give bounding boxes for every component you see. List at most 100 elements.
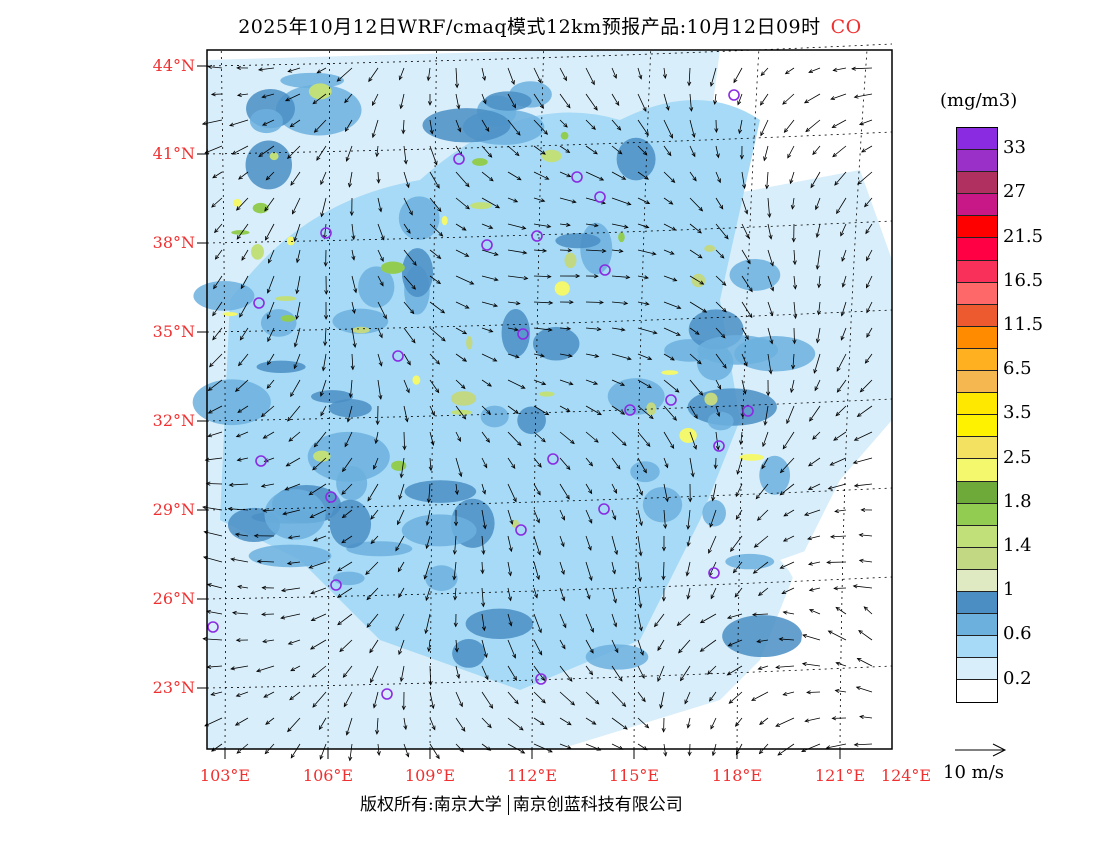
wind-arrow <box>427 639 432 653</box>
site-marker <box>392 350 404 362</box>
wind-arrow <box>585 431 599 443</box>
legend-label: 0.6 <box>1003 623 1032 645</box>
wind-arrow <box>757 587 769 597</box>
wind-arrow <box>309 509 327 518</box>
wind-arrow <box>836 379 847 393</box>
color-bar <box>956 127 998 704</box>
color-bar-swatch <box>957 525 997 548</box>
wind-arrow <box>713 457 718 470</box>
wind-arrow <box>611 405 626 415</box>
wind-arrow <box>756 639 769 644</box>
wind-arrow <box>687 67 692 87</box>
wind-arrow <box>833 586 847 591</box>
wind-arrow <box>559 300 574 305</box>
wind-arrow <box>741 171 747 190</box>
wind-arrow <box>370 665 379 684</box>
wind-arrow <box>533 248 548 253</box>
wind-arrow <box>395 613 405 632</box>
wind-arrow <box>611 93 620 106</box>
concentration-patch <box>398 196 440 240</box>
wind-arrow <box>861 145 873 153</box>
wind-arrow <box>781 587 795 595</box>
wind-arrow <box>287 405 301 422</box>
wind-arrow <box>637 301 650 306</box>
wind-arrow <box>453 509 459 527</box>
wind-arrow <box>370 535 379 545</box>
wind-arrow <box>266 301 275 320</box>
wind-arrow <box>339 639 353 653</box>
wind-arrow <box>238 171 249 180</box>
site-marker <box>481 239 493 251</box>
wind-arrow <box>585 561 593 582</box>
concentration-patch <box>404 480 477 503</box>
wind-arrow <box>533 587 538 599</box>
wind-arrow <box>739 431 744 446</box>
wind-arrow <box>312 93 327 105</box>
concentration-patch <box>260 309 297 337</box>
wind-arrow <box>611 457 621 470</box>
wind-arrow <box>559 222 571 227</box>
wind-arrow <box>812 145 821 156</box>
wind-arrow <box>611 535 619 556</box>
site-marker <box>381 688 393 700</box>
wind-arrow <box>481 431 490 443</box>
wind-arrow <box>841 249 847 262</box>
wind-arrow <box>424 613 431 635</box>
wind-arrow <box>429 353 441 365</box>
wind-arrow <box>453 613 458 628</box>
color-bar-swatch <box>957 503 997 526</box>
wind-arrow <box>429 275 442 285</box>
wind-arrow <box>455 171 470 188</box>
wind-arrow <box>292 197 301 215</box>
wind-arrow <box>235 638 249 643</box>
wind-arrow <box>455 405 467 420</box>
wind-arrow <box>321 353 327 372</box>
wind-arrow <box>661 717 666 733</box>
wind-arrow <box>851 66 873 71</box>
wind-arrow <box>611 223 629 229</box>
concentration-patch <box>642 486 683 523</box>
wind-arrow <box>637 145 648 156</box>
wind-arrow <box>637 613 643 632</box>
wind-arrow <box>730 535 743 553</box>
species-label: CO <box>830 16 862 38</box>
color-bar-swatch <box>957 680 997 703</box>
color-bar-swatch <box>957 437 997 460</box>
wind-arrow <box>585 67 595 86</box>
wind-arrow <box>611 119 622 131</box>
wind-arrow <box>689 275 705 285</box>
wind-arrow <box>611 483 618 494</box>
wind-arrow <box>287 67 301 73</box>
wind-arrow <box>347 171 353 188</box>
wind-arrow <box>611 587 617 604</box>
concentration-patch <box>729 259 781 291</box>
wind-arrow <box>282 509 301 516</box>
wind-arrow <box>559 145 571 153</box>
wind-arrow <box>533 274 552 279</box>
site-marker <box>517 328 529 340</box>
wind-arrow <box>559 197 577 204</box>
wind-arrow <box>344 93 353 104</box>
wind-arrow <box>657 665 665 683</box>
wind-arrow <box>207 379 223 391</box>
concentration-patch <box>358 266 395 308</box>
wind-arrow <box>755 483 769 500</box>
wind-arrow <box>377 223 385 241</box>
wind-arrow <box>337 613 353 626</box>
concentration-patch <box>425 565 458 592</box>
color-bar-swatch <box>957 614 997 637</box>
wind-arrow <box>559 483 570 500</box>
wind-arrow <box>637 327 658 335</box>
wind-arrow <box>455 275 475 285</box>
wind-arrow <box>207 64 223 70</box>
wind-arrow <box>689 379 704 396</box>
wind-arrow <box>342 457 353 473</box>
wind-arrow <box>263 691 275 698</box>
concentration-patch <box>472 158 488 166</box>
wind-arrow <box>791 223 796 243</box>
wind-arrow <box>280 613 301 620</box>
wind-arrow <box>559 509 565 521</box>
legend-label: 1.8 <box>1003 490 1032 512</box>
wind-arrow <box>372 457 379 470</box>
